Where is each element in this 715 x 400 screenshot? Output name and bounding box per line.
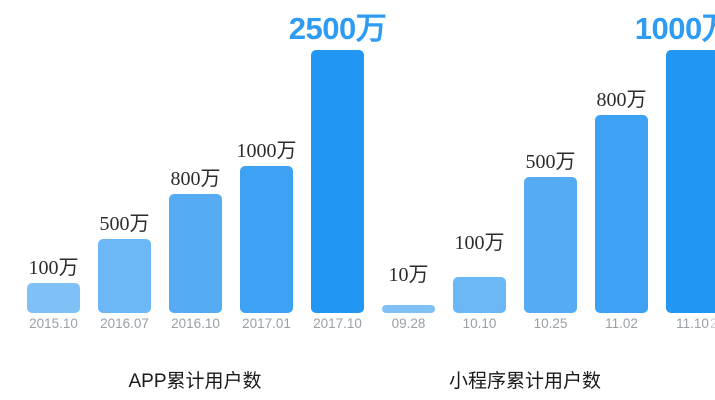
x-tick-g0-3: 2017.01 bbox=[242, 316, 291, 331]
bar-value-label-g0-3: 1000万 bbox=[236, 140, 297, 162]
x-tick-g1-3: 11.02 bbox=[605, 316, 638, 331]
bar-g0-4[interactable] bbox=[311, 50, 364, 313]
bar-g1-0[interactable] bbox=[382, 305, 435, 313]
bar-value-label-g0-4: 2500万 bbox=[288, 11, 387, 46]
bar-g1-1[interactable] bbox=[453, 277, 506, 313]
x-tick-g1-1: 10.10 bbox=[462, 316, 497, 331]
bar-g1-2[interactable] bbox=[524, 177, 577, 313]
x-tick-g0-2: 2016.10 bbox=[171, 316, 220, 331]
bar-value-label-g1-4: 1000万 bbox=[634, 11, 715, 46]
group-caption-app: APP累计用户数 bbox=[128, 371, 262, 392]
bar-g0-3[interactable] bbox=[240, 166, 293, 313]
x-tick-g1-4: 11.10 bbox=[676, 316, 709, 331]
bar-value-label-g0-1: 500万 bbox=[99, 213, 150, 235]
bar-g0-1[interactable] bbox=[98, 239, 151, 313]
x-tick-g1-0: 09.28 bbox=[391, 316, 426, 331]
bar-plot-area: 100万 2015.10 500万 2016.07 800万 2016.10 1… bbox=[27, 11, 715, 331]
bar-value-label-g0-0: 100万 bbox=[28, 257, 79, 279]
bar-value-label-g0-2: 800万 bbox=[170, 168, 221, 190]
group-caption-miniprogram: 小程序累计用户数 bbox=[448, 371, 601, 392]
x-tick-g0-4: 2017.10 bbox=[313, 316, 362, 331]
x-tick-g1-2: 10.25 bbox=[533, 316, 568, 331]
x-tick-cutoff: 2 bbox=[710, 316, 715, 331]
bar-g0-0[interactable] bbox=[27, 283, 80, 313]
bar-g1-4[interactable] bbox=[666, 50, 715, 313]
bar-value-label-g1-1: 100万 bbox=[454, 232, 505, 254]
bar-value-label-g1-2: 500万 bbox=[525, 151, 576, 173]
bar-g1-3[interactable] bbox=[595, 115, 648, 313]
bar-value-label-g1-0: 10万 bbox=[388, 264, 429, 286]
x-tick-g0-0: 2015.10 bbox=[29, 316, 78, 331]
bar-g0-2[interactable] bbox=[169, 194, 222, 313]
bar-value-label-g1-3: 800万 bbox=[596, 89, 647, 111]
x-tick-g0-1: 2016.07 bbox=[100, 316, 149, 331]
